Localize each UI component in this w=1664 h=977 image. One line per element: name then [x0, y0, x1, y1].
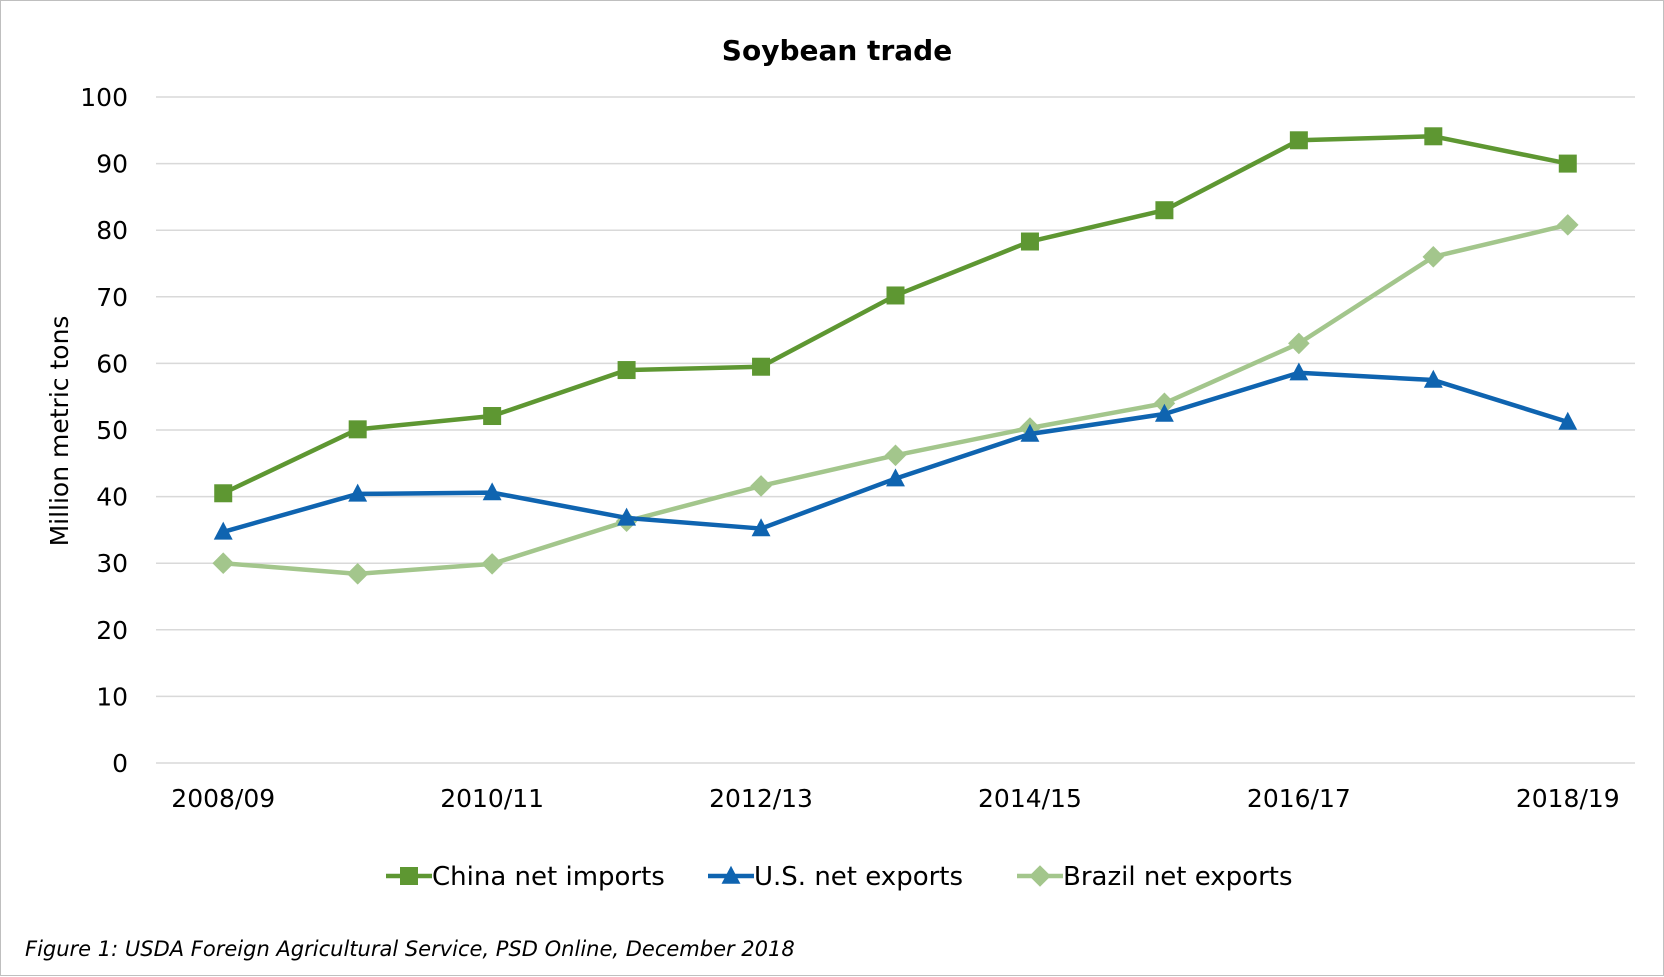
y-tick-label: 50: [96, 416, 128, 445]
data-point: [1424, 127, 1443, 146]
data-point: [213, 521, 233, 540]
data-point: [346, 563, 369, 585]
legend-marker: [400, 867, 418, 885]
data-point: [1556, 214, 1579, 236]
series-line: [222, 134, 1569, 496]
legend-marker: [721, 865, 741, 884]
legend-label: Brazil net exports: [1063, 862, 1293, 892]
gridlines: [156, 96, 1635, 764]
data-point: [1423, 369, 1443, 388]
y-axis-ticks: 0 10 20 30 40 50 60 70 80 90 100: [80, 83, 128, 778]
x-tick-label: 2008/09: [171, 784, 275, 813]
legend-item: China net imports: [386, 862, 665, 892]
data-point: [751, 518, 771, 537]
y-tick-label: 90: [96, 150, 128, 179]
legend-label: U.S. net exports: [754, 862, 963, 892]
data-point: [1153, 392, 1176, 415]
data-point: [482, 482, 502, 501]
y-tick-label: 70: [96, 283, 128, 312]
data-point: [481, 553, 503, 575]
y-tick-label: 40: [96, 483, 128, 512]
series-line: [223, 222, 1569, 577]
data-point: [617, 507, 637, 526]
data-point: [1288, 332, 1310, 355]
data-point: [348, 483, 368, 502]
x-tick-label: 2014/15: [978, 784, 1082, 813]
data-point: [752, 357, 771, 376]
data-point: [886, 468, 905, 487]
chart-title: Soybean trade: [722, 34, 952, 67]
data-point: [1289, 131, 1308, 150]
data-point: [1020, 232, 1039, 251]
data-point: [750, 475, 772, 497]
legend-item: U.S. net exports: [708, 862, 963, 892]
x-tick-label: 2018/19: [1516, 784, 1620, 813]
data-point: [1558, 411, 1578, 430]
data-point: [348, 420, 367, 439]
data-point: [483, 407, 502, 426]
x-tick-label: 2010/11: [440, 784, 544, 813]
data-point: [1154, 403, 1174, 422]
y-axis-label: Million metric tons: [45, 316, 74, 547]
y-tick-label: 10: [96, 682, 128, 711]
legend-item: Brazil net exports: [1017, 862, 1293, 892]
data-point: [1155, 201, 1174, 220]
y-tick-label: 30: [96, 549, 128, 578]
data-point: [1020, 423, 1040, 442]
data-point: [212, 552, 235, 574]
y-tick-label: 100: [80, 83, 128, 112]
x-tick-label: 2016/17: [1247, 784, 1351, 813]
y-tick-label: 60: [96, 349, 128, 378]
y-tick-label: 20: [96, 616, 128, 645]
x-tick-label: 2012/13: [709, 784, 813, 813]
data-point: [886, 286, 905, 305]
legend-label: China net imports: [432, 862, 665, 892]
figure-caption: Figure 1: USDA Foreign Agricultural Serv…: [25, 937, 795, 961]
series-layer: [212, 127, 1579, 585]
series-china-net-imports: [214, 127, 1577, 503]
data-point: [1558, 154, 1577, 173]
x-axis-ticks: 2008/09 2010/11 2012/13 2014/15 2016/17 2018/…: [171, 784, 1619, 813]
y-tick-label: 80: [96, 216, 128, 245]
data-point: [617, 361, 636, 380]
data-point: [214, 484, 233, 503]
series-u-s-net-exports: [213, 362, 1578, 540]
data-point: [884, 444, 907, 467]
legend-marker: [1029, 865, 1051, 887]
series-brazil-net-exports: [212, 214, 1579, 585]
y-tick-label: 0: [112, 749, 128, 778]
legend: China net imports U.S. net exports Brazil …: [386, 862, 1293, 892]
data-point: [1422, 246, 1445, 268]
data-point: [1289, 362, 1309, 381]
